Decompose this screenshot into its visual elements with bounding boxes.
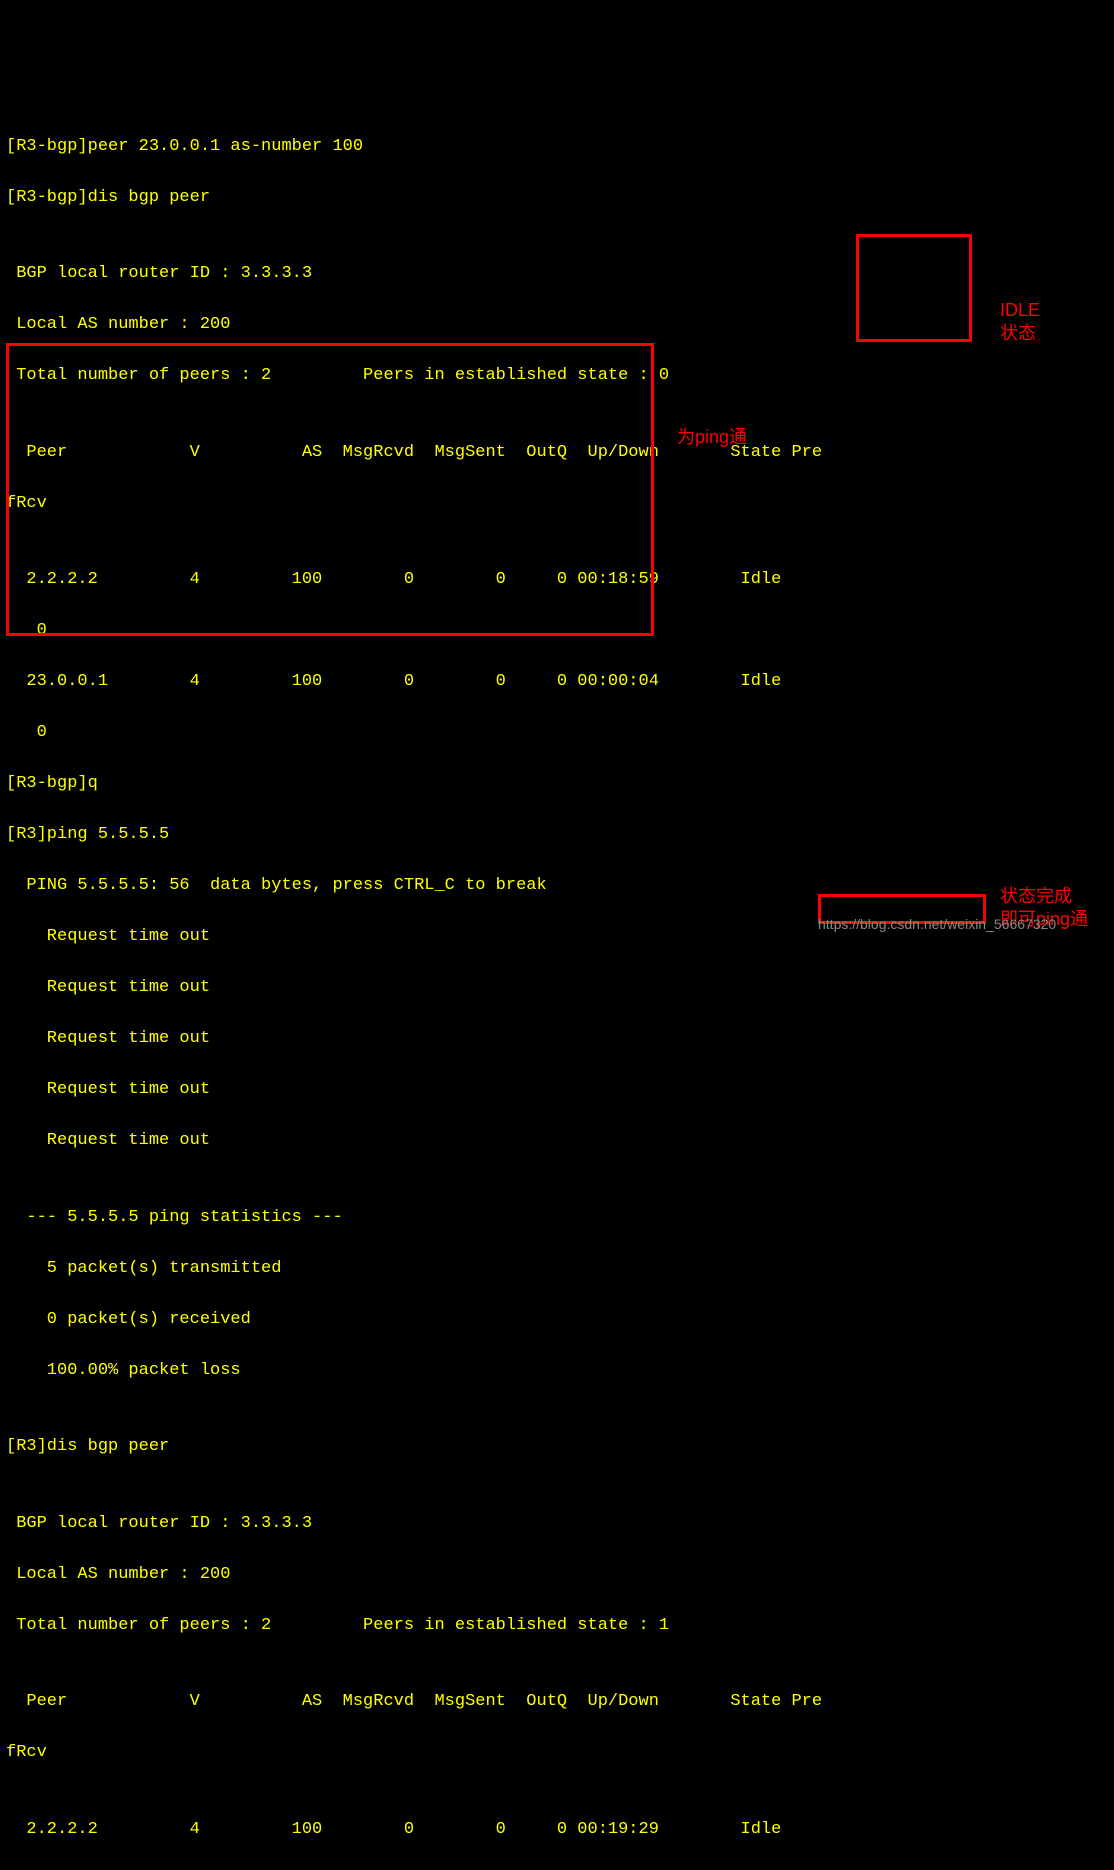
table-header: fRcv <box>6 1740 1108 1766</box>
table-row: 2.2.2.2 4 100 0 0 0 00:18:59 Idle <box>6 567 1108 593</box>
table-row: 23.0.0.1 4 100 0 0 0 00:00:04 Idle <box>6 669 1108 695</box>
output-line: Request time out <box>6 1128 1108 1154</box>
output-line: 100.00% packet loss <box>6 1358 1108 1384</box>
table-header: Peer V AS MsgRcvd MsgSent OutQ Up/Down S… <box>6 1689 1108 1715</box>
table-row: 0 <box>6 720 1108 746</box>
cmd-line: [R3]ping 5.5.5.5 <box>6 822 1108 848</box>
cmd-line: [R3-bgp]dis bgp peer <box>6 185 1108 211</box>
table-header: fRcv <box>6 491 1108 517</box>
output-line: BGP local router ID : 3.3.3.3 <box>6 1511 1108 1537</box>
table-row: 0 <box>6 1868 1108 1870</box>
output-line: 0 packet(s) received <box>6 1307 1108 1333</box>
output-line: Local AS number : 200 <box>6 1562 1108 1588</box>
output-line: Total number of peers : 2 Peers in estab… <box>6 363 1108 389</box>
cmd-line: [R3-bgp]q <box>6 771 1108 797</box>
output-line: BGP local router ID : 3.3.3.3 <box>6 261 1108 287</box>
output-line: Local AS number : 200 <box>6 312 1108 338</box>
output-line: Request time out <box>6 924 1108 950</box>
output-line: --- 5.5.5.5 ping statistics --- <box>6 1205 1108 1231</box>
cmd-line: [R3]dis bgp peer <box>6 1434 1108 1460</box>
output-line: PING 5.5.5.5: 56 data bytes, press CTRL_… <box>6 873 1108 899</box>
table-row: 2.2.2.2 4 100 0 0 0 00:19:29 Idle <box>6 1817 1108 1843</box>
output-line: Request time out <box>6 1077 1108 1103</box>
cmd-line: [R3-bgp]peer 23.0.0.1 as-number 100 <box>6 134 1108 160</box>
table-header: Peer V AS MsgRcvd MsgSent OutQ Up/Down S… <box>6 440 1108 466</box>
output-line: Request time out <box>6 975 1108 1001</box>
output-line: Total number of peers : 2 Peers in estab… <box>6 1613 1108 1639</box>
table-row: 0 <box>6 618 1108 644</box>
output-line: Request time out <box>6 1026 1108 1052</box>
output-line: 5 packet(s) transmitted <box>6 1256 1108 1282</box>
terminal-output: [R3-bgp]peer 23.0.0.1 as-number 100 [R3-… <box>6 108 1108 1870</box>
